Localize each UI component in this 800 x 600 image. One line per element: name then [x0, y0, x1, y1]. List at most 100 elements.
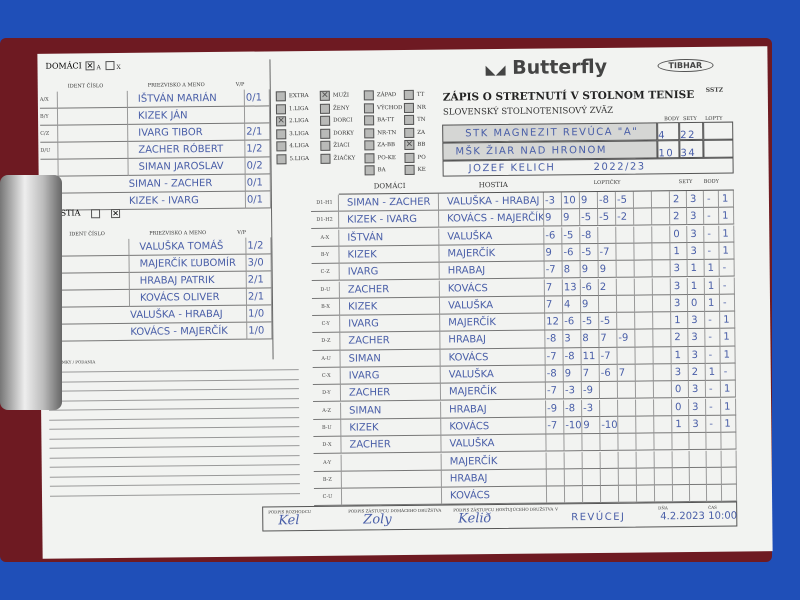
set-score — [653, 312, 672, 330]
clipboard-clip — [0, 175, 62, 410]
set-score — [600, 451, 619, 469]
region-code-checkbox[interactable] — [403, 89, 414, 101]
region-checkbox[interactable] — [363, 90, 374, 101]
match-home-player: KIZEK — [339, 245, 440, 264]
sets-guest: 3 — [687, 242, 705, 261]
notes-line — [49, 407, 300, 411]
points-guest: - — [720, 363, 736, 381]
set-score — [636, 416, 655, 434]
set-score: 12 — [545, 313, 564, 331]
category-checkbox[interactable] — [320, 153, 331, 164]
league-checkbox[interactable] — [275, 91, 286, 102]
sets-home: 2 — [671, 329, 689, 347]
set-score: -5 — [615, 191, 635, 209]
match-code: C-Z — [311, 263, 340, 282]
sstz-logo: SSTZ — [705, 86, 724, 94]
points-home — [706, 432, 722, 451]
id-header: IDENT ČÍSLO — [69, 231, 105, 238]
guest-x-checkbox[interactable]: ✕ — [111, 208, 121, 219]
match-guest-player: VALUŠKA — [439, 227, 545, 246]
doubles-pair: SIMAN - ZACHER — [58, 174, 246, 194]
league-checkbox[interactable] — [276, 141, 287, 152]
match-code: D-Z — [312, 333, 341, 351]
set-score: 9 — [562, 209, 581, 227]
league-label: 3.LIGA — [289, 130, 309, 137]
set-score — [635, 312, 654, 330]
category-label: ŽIACI — [333, 142, 350, 149]
place-label: V — [555, 506, 559, 512]
guest-a-checkbox[interactable] — [91, 209, 101, 219]
points-home: 1 — [704, 259, 720, 278]
match-home-player: SIMAN — [340, 349, 441, 368]
match-code: D-Y — [312, 384, 342, 403]
region-checkbox[interactable] — [364, 127, 375, 138]
vp-header: V/P — [237, 229, 246, 236]
match-guest-player: HRABAJ — [441, 469, 547, 488]
set-score — [617, 312, 636, 331]
player-name: VALUŠKA TOMÁŠ — [129, 237, 247, 257]
sets-guest: 3 — [688, 346, 706, 364]
match-code: A-U — [312, 350, 341, 368]
ident-number — [57, 107, 129, 126]
region-checkbox[interactable] — [363, 102, 375, 113]
notes-line — [49, 397, 300, 402]
region-code-checkbox[interactable] — [404, 164, 415, 175]
sets-guest: 2 — [688, 363, 706, 382]
place: REVÚCEJ — [571, 511, 626, 524]
category-checkbox[interactable] — [320, 115, 331, 126]
region-code-checkbox[interactable] — [403, 102, 415, 113]
league-label: 2.LIGA — [289, 118, 309, 125]
set-score — [617, 381, 637, 400]
match-guest-player: VALUŠKA — [440, 365, 546, 384]
player-code: C/Z — [40, 125, 59, 143]
points-guest — [721, 432, 737, 451]
points-home: 1 — [704, 277, 720, 295]
region-checkbox[interactable] — [364, 152, 375, 163]
sets-guest: 3 — [688, 381, 707, 399]
set-score — [654, 450, 673, 469]
set-score — [653, 381, 673, 399]
doubles-vp: 0/1 — [245, 174, 271, 192]
category-checkbox[interactable]: ✕ — [319, 90, 330, 101]
sets-guest: 3 — [688, 311, 706, 330]
sets-guest: 3 — [689, 398, 707, 416]
match-code: A-Y — [313, 454, 342, 472]
home-a-checkbox[interactable]: ✕ — [85, 61, 95, 71]
player-vp: 2/1 — [246, 288, 273, 306]
sety-header: SETY — [678, 178, 693, 186]
home-x-checkbox[interactable] — [105, 61, 115, 71]
match-guest-player: VALUŠKA - HRABAJ — [438, 192, 545, 211]
category-checkbox[interactable] — [320, 128, 331, 139]
region-checkbox[interactable] — [364, 140, 375, 151]
points-guest — [721, 484, 738, 502]
body-header: BODY — [703, 178, 719, 185]
set-score: 9 — [563, 365, 582, 383]
match-guest-player: MAJERČÍK — [439, 244, 545, 263]
league-checkbox[interactable]: ✕ — [276, 116, 287, 127]
set-score — [635, 364, 654, 382]
category-checkbox[interactable] — [319, 103, 331, 114]
set-score: 9 — [544, 209, 563, 228]
league-checkbox[interactable] — [276, 153, 287, 164]
match-code: C-U — [313, 488, 343, 507]
region-label: ZÁPAD — [376, 92, 397, 99]
points-home: - — [705, 311, 721, 330]
set-score — [635, 381, 655, 400]
league-checkbox[interactable] — [275, 103, 287, 114]
points-guest: 1 — [721, 415, 737, 433]
ident-number — [59, 238, 130, 257]
region-code-checkbox[interactable] — [404, 127, 415, 138]
region-code-checkbox[interactable] — [404, 152, 415, 163]
points-home — [706, 467, 722, 485]
set-score: 9 — [580, 295, 600, 314]
region-checkbox[interactable] — [364, 165, 375, 176]
category-checkbox[interactable] — [320, 140, 331, 151]
league-checkbox[interactable] — [276, 128, 287, 139]
time: 10:00 — [708, 510, 738, 522]
set-score — [652, 295, 672, 313]
region-code-checkbox[interactable] — [404, 114, 415, 125]
region-checkbox[interactable] — [364, 115, 375, 126]
match-home-player: ZACHER — [339, 280, 440, 299]
set-score: -7 — [599, 347, 618, 365]
region-code-checkbox[interactable]: ✕ — [404, 139, 415, 150]
